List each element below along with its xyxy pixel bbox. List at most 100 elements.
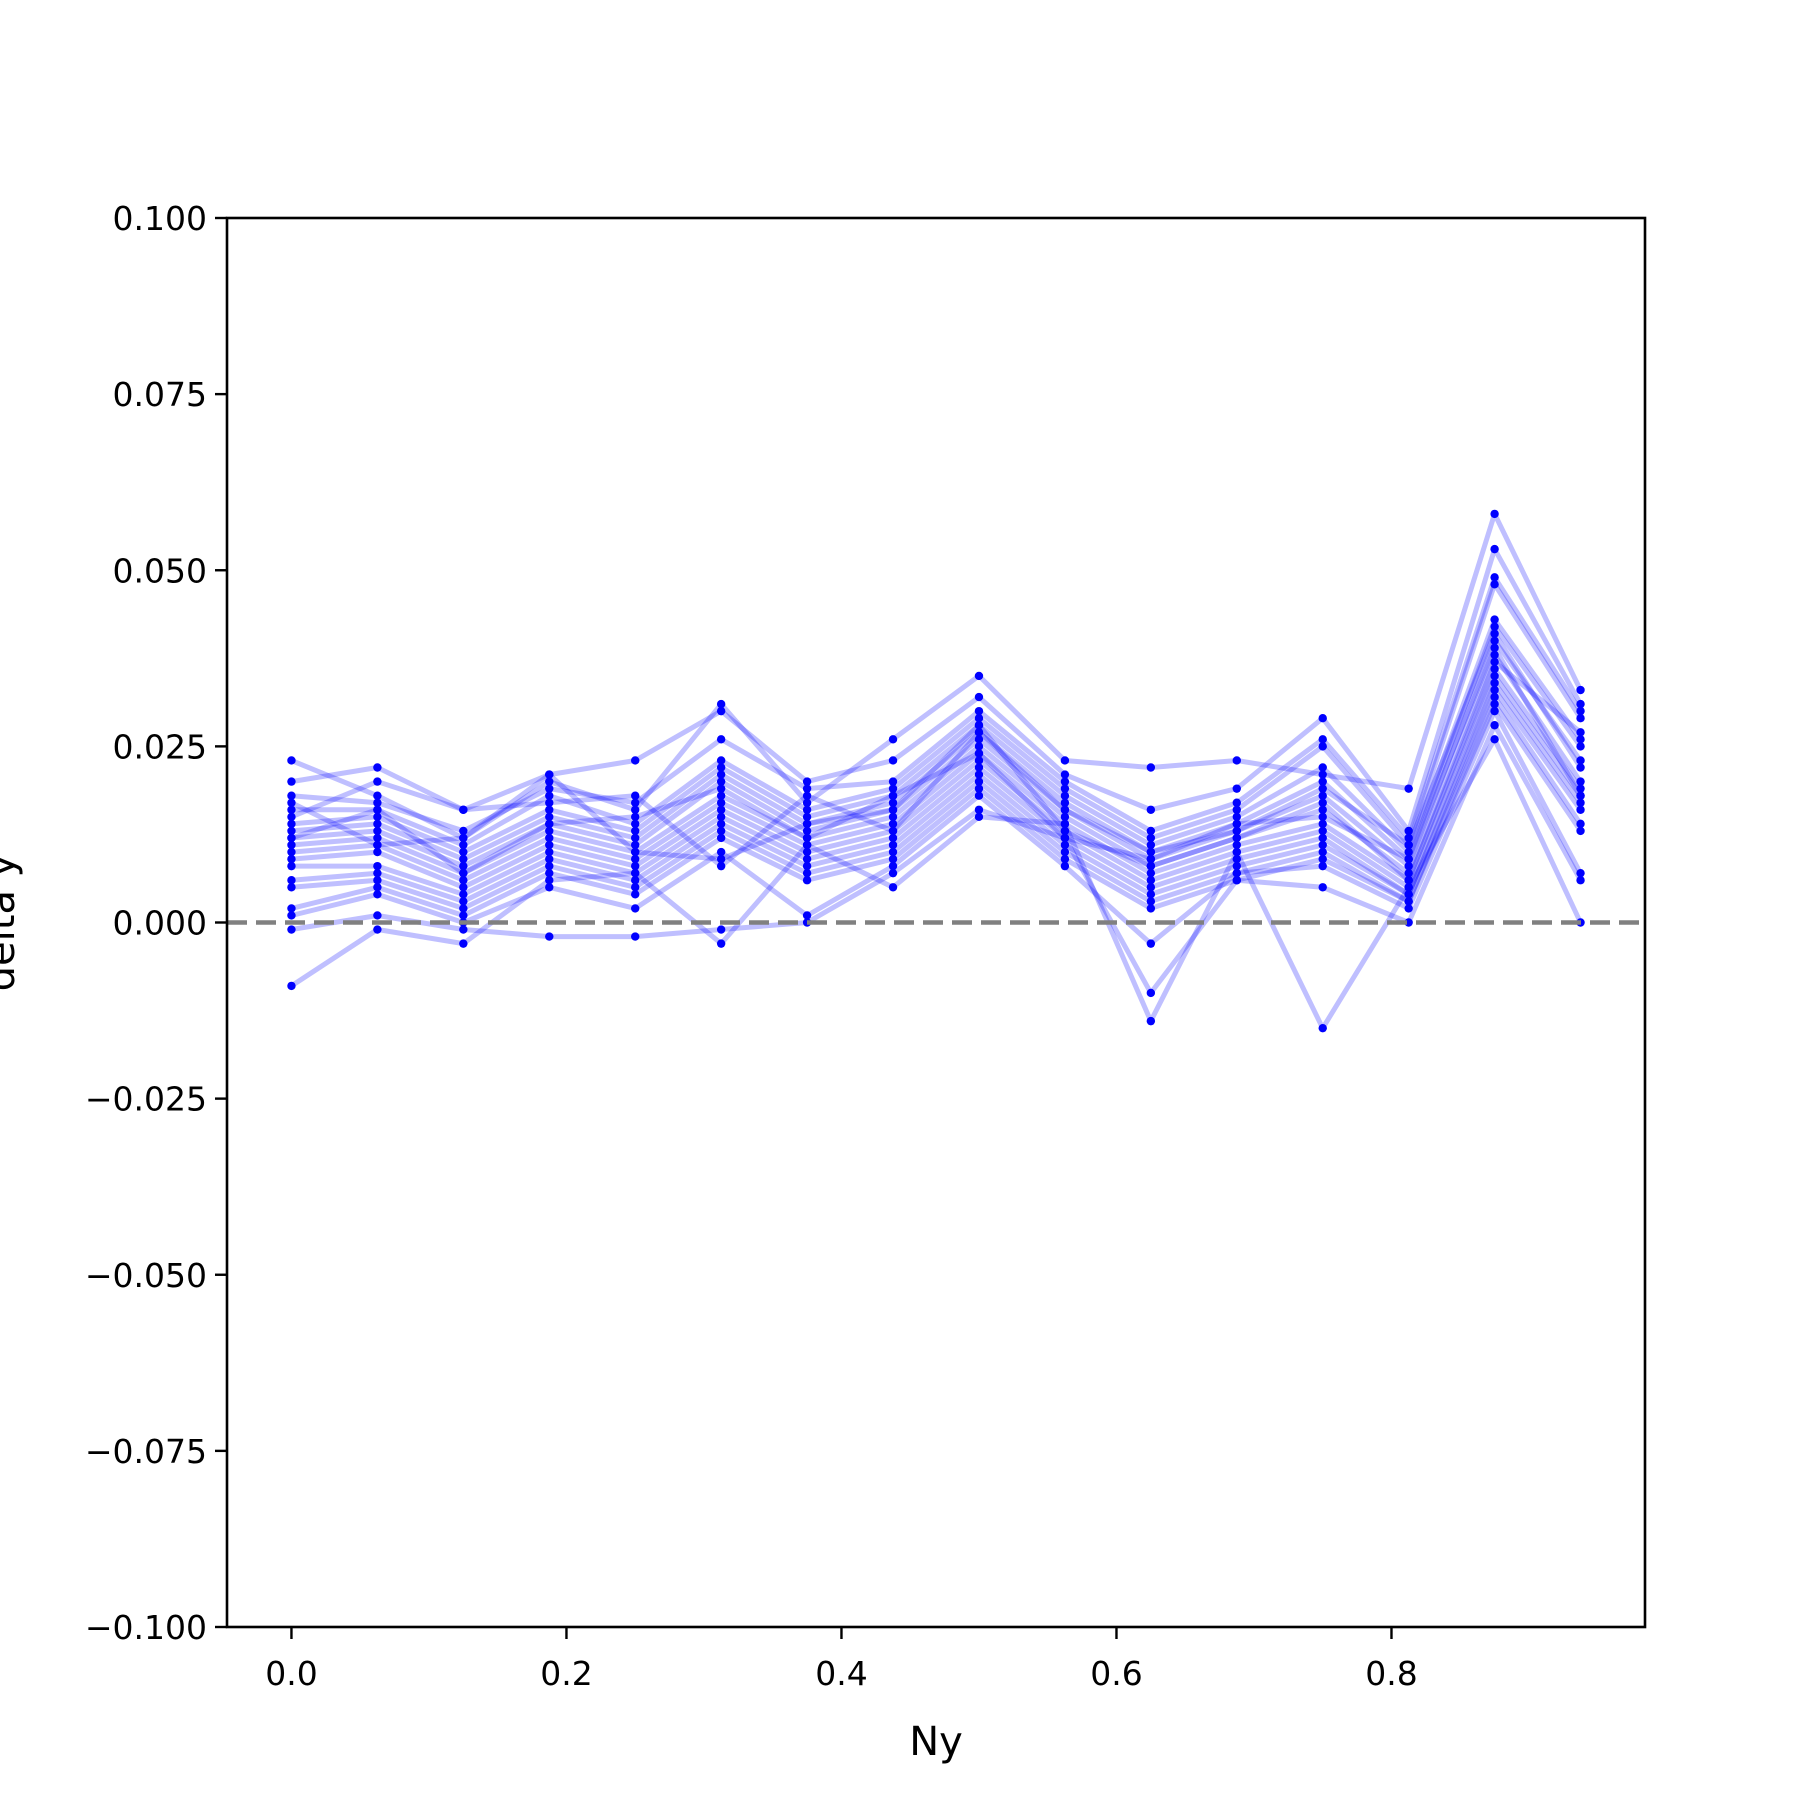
series-line bbox=[291, 673, 1583, 890]
data-point bbox=[1318, 883, 1327, 892]
data-point bbox=[1490, 664, 1499, 674]
data-point bbox=[287, 861, 296, 871]
data-point bbox=[1404, 840, 1413, 850]
data-point bbox=[631, 819, 640, 829]
data-point bbox=[1232, 784, 1241, 793]
data-point bbox=[373, 812, 382, 822]
series-4 bbox=[287, 580, 1585, 850]
data-point bbox=[1576, 685, 1585, 695]
data-point bbox=[545, 854, 554, 864]
data-point bbox=[716, 770, 726, 779]
data-point bbox=[287, 876, 296, 885]
data-point bbox=[459, 847, 468, 857]
x-tick-label: 0.2 bbox=[540, 1654, 592, 1693]
data-point bbox=[716, 777, 726, 786]
data-point bbox=[888, 840, 898, 850]
data-point bbox=[545, 826, 554, 836]
data-point bbox=[802, 833, 812, 843]
data-point bbox=[888, 812, 898, 822]
data-point bbox=[459, 904, 468, 913]
data-point bbox=[1060, 791, 1070, 800]
data-point bbox=[1146, 876, 1156, 885]
data-point bbox=[1490, 615, 1499, 624]
data-point bbox=[716, 939, 726, 948]
data-point bbox=[287, 756, 296, 765]
series-14 bbox=[287, 699, 1585, 920]
data-point bbox=[974, 735, 984, 744]
data-point bbox=[802, 876, 812, 885]
data-point bbox=[631, 847, 640, 857]
data-point bbox=[1232, 868, 1241, 878]
data-point bbox=[631, 876, 640, 885]
data-point bbox=[1318, 798, 1327, 807]
data-point bbox=[545, 819, 554, 829]
data-point bbox=[545, 840, 554, 850]
data-point bbox=[373, 833, 382, 843]
data-point bbox=[716, 763, 726, 772]
y-tick-label: 0.075 bbox=[113, 375, 207, 414]
data-point bbox=[1576, 777, 1585, 786]
data-point bbox=[1146, 826, 1156, 836]
y-tick-label: −0.100 bbox=[85, 1608, 207, 1647]
data-point bbox=[373, 861, 382, 871]
data-point bbox=[1146, 763, 1156, 772]
series-line bbox=[290, 659, 1583, 883]
data-point bbox=[459, 833, 468, 843]
data-point bbox=[974, 713, 984, 723]
data-point bbox=[1060, 819, 1070, 829]
series-line bbox=[290, 701, 1583, 918]
data-point bbox=[888, 819, 898, 829]
data-point bbox=[1404, 890, 1413, 899]
series-2 bbox=[287, 544, 1585, 836]
plot-frame bbox=[225, 216, 1647, 1629]
data-point bbox=[1404, 876, 1413, 885]
data-point bbox=[1146, 854, 1156, 864]
data-point bbox=[1490, 671, 1499, 681]
data-point bbox=[1404, 861, 1413, 871]
data-point bbox=[459, 925, 468, 934]
data-point bbox=[1232, 854, 1241, 864]
data-point bbox=[1404, 897, 1413, 906]
x-tick-label: 0.0 bbox=[265, 1654, 317, 1693]
data-point bbox=[1490, 657, 1499, 667]
data-point bbox=[631, 932, 640, 941]
data-point bbox=[545, 861, 554, 871]
data-point bbox=[1146, 868, 1156, 878]
data-point bbox=[1318, 819, 1327, 829]
data-point bbox=[1146, 939, 1156, 948]
data-point bbox=[373, 883, 382, 892]
data-point bbox=[373, 791, 382, 800]
data-point bbox=[459, 861, 468, 871]
data-point bbox=[1146, 883, 1156, 892]
series-line bbox=[291, 687, 1583, 904]
data-point bbox=[888, 791, 898, 800]
data-point bbox=[802, 826, 812, 836]
data-point bbox=[1576, 699, 1585, 709]
data-point bbox=[1060, 861, 1070, 871]
data-point bbox=[287, 981, 296, 991]
series-line bbox=[291, 694, 1583, 911]
series-20 bbox=[287, 643, 1585, 878]
data-point bbox=[1232, 805, 1241, 814]
data-point bbox=[631, 798, 640, 807]
series-line bbox=[291, 666, 1583, 883]
series-line bbox=[290, 645, 1583, 876]
data-point bbox=[1318, 791, 1327, 800]
data-point bbox=[1490, 721, 1499, 730]
data-point bbox=[373, 805, 382, 814]
data-point bbox=[1490, 685, 1499, 695]
data-point bbox=[716, 847, 726, 857]
x-tick-label: 0.8 bbox=[1365, 1654, 1417, 1693]
data-point bbox=[1404, 833, 1413, 843]
data-point bbox=[716, 925, 726, 934]
x-axis-label: Ny bbox=[909, 1719, 963, 1765]
data-point bbox=[1490, 573, 1499, 582]
data-point bbox=[545, 805, 554, 814]
data-point bbox=[545, 798, 554, 807]
data-point bbox=[1404, 847, 1413, 857]
data-point bbox=[1404, 854, 1413, 864]
data-point bbox=[459, 939, 468, 948]
